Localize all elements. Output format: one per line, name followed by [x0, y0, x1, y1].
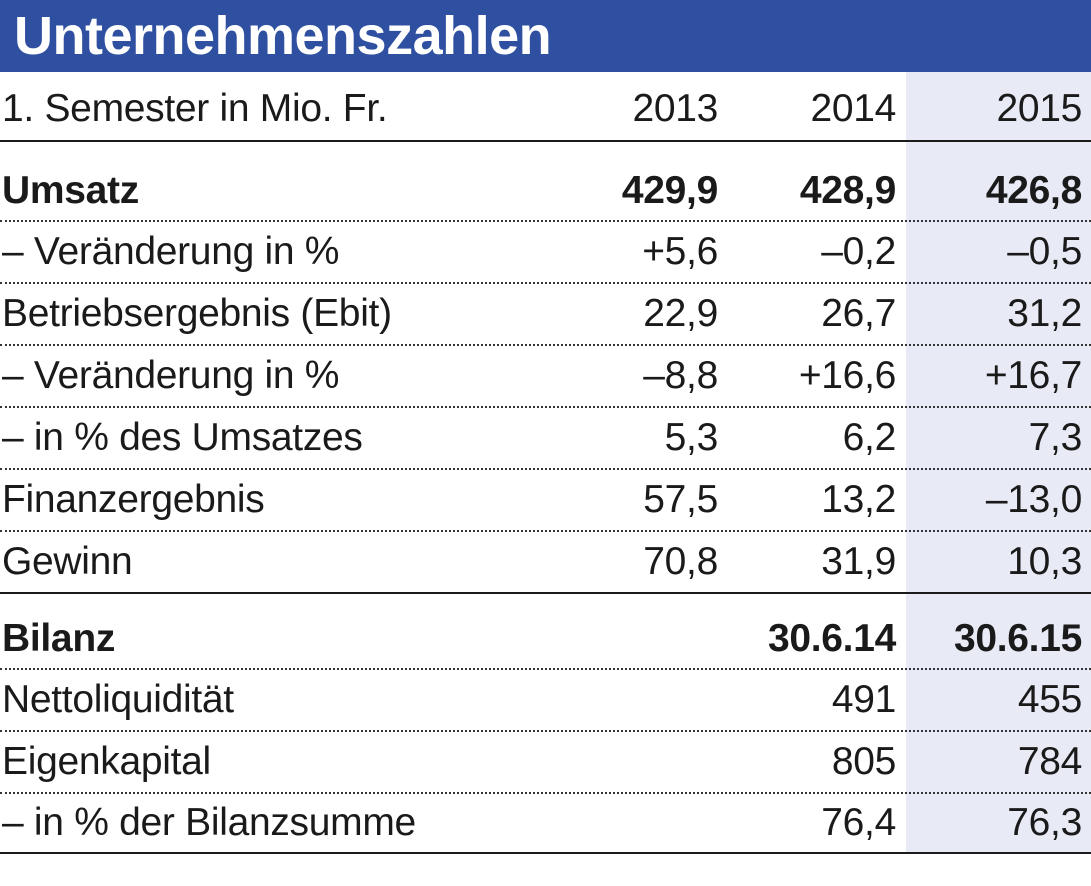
value-2015: 7,3 — [1028, 416, 1083, 459]
table-row: – in % der Bilanzsumme 76,4 76,3 — [0, 794, 1091, 854]
header-2015: 2015 — [996, 87, 1082, 130]
value-2014: 805 — [831, 740, 896, 783]
value-2014: +16,6 — [798, 354, 896, 397]
value-2015: 784 — [1017, 740, 1082, 783]
table-row: Gewinn 70,8 31,9 10,3 — [0, 532, 1091, 594]
value-2015: 76,3 — [1007, 801, 1082, 844]
value-2014: 76,4 — [821, 801, 896, 844]
row-label: Nettoliquidität — [2, 678, 234, 721]
table-header-row: 1. Semester in Mio. Fr. 2013 2014 2015 — [0, 78, 1091, 142]
header-label: 1. Semester in Mio. Fr. — [2, 87, 388, 130]
value-2014: 491 — [831, 678, 896, 721]
header-2013: 2013 — [632, 87, 718, 130]
table-row: – in % des Umsatzes 5,3 6,2 7,3 — [0, 408, 1091, 470]
value-2013: +5,6 — [642, 230, 718, 273]
page-title: Unternehmenszahlen — [14, 6, 552, 66]
value-2015: –0,5 — [1007, 230, 1082, 273]
value-2015: 31,2 — [1007, 292, 1082, 335]
row-label: – Veränderung in % — [2, 354, 340, 397]
value-2014: 26,7 — [821, 292, 896, 335]
row-label: Umsatz — [2, 169, 139, 212]
table-row: Finanzergebnis 57,5 13,2 –13,0 — [0, 470, 1091, 532]
value-2013: 5,3 — [664, 416, 719, 459]
value-2013: 429,9 — [621, 169, 718, 212]
value-2015: 426,8 — [985, 169, 1082, 212]
header-2014: 2014 — [810, 87, 896, 130]
value-2015: 455 — [1017, 678, 1082, 721]
table-row: Nettoliquidität 491 455 — [0, 670, 1091, 732]
table-row: – Veränderung in % +5,6 –0,2 –0,5 — [0, 222, 1091, 284]
value-2013: 57,5 — [643, 478, 718, 521]
value-2014: –0,2 — [821, 230, 896, 273]
row-label: Eigenkapital — [2, 740, 211, 783]
value-2014: 428,9 — [799, 169, 896, 212]
table-row: – Veränderung in % –8,8 +16,6 +16,7 — [0, 346, 1091, 408]
table-row: Betriebsergebnis (Ebit) 22,9 26,7 31,2 — [0, 284, 1091, 346]
title-bar: Unternehmenszahlen — [0, 0, 1091, 72]
value-2015: +16,7 — [984, 354, 1082, 397]
value-2015: –13,0 — [985, 478, 1082, 521]
bilanz-date-2015: 30.6.15 — [953, 617, 1082, 660]
row-label: Betriebsergebnis (Ebit) — [2, 292, 392, 335]
value-2013: 70,8 — [643, 540, 718, 583]
value-2013: –8,8 — [643, 354, 718, 397]
table-row: Eigenkapital 805 784 — [0, 732, 1091, 794]
value-2014: 13,2 — [821, 478, 896, 521]
row-label: – in % der Bilanzsumme — [2, 801, 416, 844]
row-label: – Veränderung in % — [2, 230, 340, 273]
row-label: Finanzergebnis — [2, 478, 265, 521]
table-row-umsatz: Umsatz 429,9 428,9 426,8 — [0, 162, 1091, 222]
bilanz-date-2014: 30.6.14 — [767, 617, 896, 660]
value-2014: 6,2 — [842, 416, 897, 459]
row-label: Gewinn — [2, 540, 133, 583]
value-2013: 22,9 — [643, 292, 718, 335]
value-2014: 31,9 — [821, 540, 896, 583]
highlight-column-2015 — [906, 72, 1091, 854]
bilanz-label: Bilanz — [2, 617, 116, 660]
bilanz-header-row: Bilanz 30.6.14 30.6.15 — [0, 610, 1091, 670]
value-2015: 10,3 — [1007, 540, 1082, 583]
row-label: – in % des Umsatzes — [2, 416, 363, 459]
